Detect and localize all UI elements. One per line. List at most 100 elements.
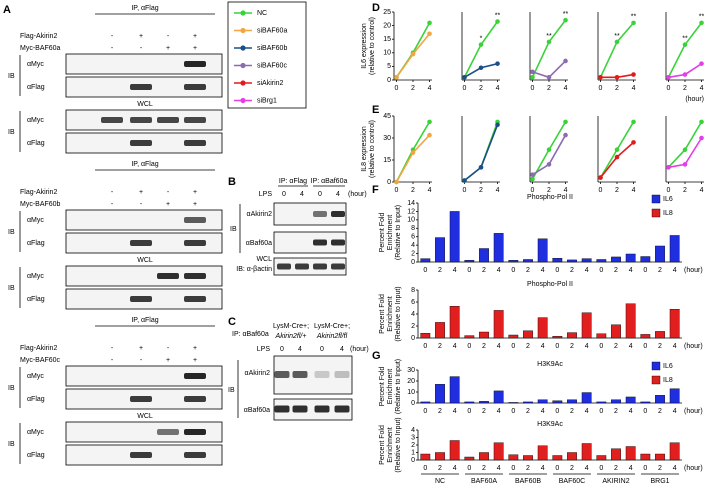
legend-marker [240, 27, 246, 34]
bar [552, 258, 563, 263]
data-point [546, 74, 552, 80]
bar [611, 256, 621, 263]
bar [523, 259, 533, 263]
data-point [699, 20, 704, 26]
legend-marker [240, 45, 246, 51]
x-tick-label: 4 [673, 408, 677, 415]
x-tick-label: 0 [599, 408, 603, 415]
x-tick-label: 2 [615, 187, 619, 194]
bar [567, 332, 577, 339]
x-tick-label: 4 [585, 267, 589, 274]
blot-frame [273, 231, 347, 254]
blot-band [157, 117, 179, 123]
x-tick-label: 2 [482, 465, 486, 472]
x-axis-label: (hour) [684, 343, 703, 350]
x-tick-label: 0 [643, 465, 647, 472]
ib-label: IB [8, 129, 15, 136]
data-point [546, 147, 552, 153]
series-line: NC [667, 22, 703, 78]
ip-label: IP: αBaf60a [311, 178, 348, 185]
data-point [563, 132, 568, 138]
x-tick-label: 4 [564, 85, 568, 92]
x-tick-label: 4 [700, 187, 704, 194]
bar [581, 443, 592, 461]
x-tick-label: 4 [497, 343, 501, 350]
x-tick-label: 0 [599, 85, 603, 92]
y-tick-label: 10 [407, 389, 415, 396]
treatment-label: Myc-BAF60b [20, 201, 61, 208]
y-tick-label: 0 [411, 400, 415, 407]
sign: - [111, 33, 114, 40]
legend-frame [227, 1, 307, 109]
x-tick-label: 4 [673, 343, 677, 350]
bar [420, 453, 431, 461]
ip-label: IP, αFlag [131, 5, 158, 12]
y-axis-label: Enrichment [387, 296, 394, 331]
x-axis-label: (hour) [685, 96, 704, 103]
sign: - [111, 345, 114, 352]
x-tick-label: 0 [643, 267, 647, 274]
sign: + [193, 201, 197, 208]
x-tick-label: 0 [511, 343, 515, 350]
bar [596, 455, 607, 461]
y-tick-label: 10 [383, 50, 391, 57]
data-point [699, 135, 704, 141]
x-tick-label: 0 [599, 187, 603, 194]
blot-band [292, 371, 308, 378]
sign: + [166, 45, 170, 52]
bar [669, 442, 680, 461]
x-tick-label: 4 [428, 85, 432, 92]
legend-label: NC [257, 10, 267, 17]
x-tick-label: 2 [658, 465, 662, 472]
significance: ** [699, 14, 705, 21]
lane-label: 4 [340, 346, 344, 353]
x-tick-label: 2 [526, 408, 530, 415]
legend-label: siBrg1 [257, 97, 277, 104]
y-tick-label: 20 [407, 378, 415, 385]
y-tick-label: 4 [411, 427, 415, 434]
panel-label: C [228, 316, 236, 328]
x-tick-label: 4 [541, 408, 545, 415]
data-point [427, 132, 432, 138]
x-tick-label: 4 [629, 408, 633, 415]
y-tick-label: 2 [411, 323, 415, 330]
blot-band [184, 240, 206, 246]
y-tick-label: 0 [387, 77, 391, 84]
blot-band [130, 396, 152, 402]
y-tick-label: 8 [411, 225, 415, 232]
blot-frame [65, 53, 223, 75]
data-point [546, 162, 552, 167]
series-line: NC [463, 121, 499, 182]
data-point [462, 178, 467, 183]
data-point [563, 17, 568, 23]
group-label: BRG1 [650, 478, 669, 485]
y-tick-label: 2 [411, 442, 415, 449]
data-point [631, 20, 636, 26]
blot-band [313, 211, 327, 217]
x-tick-label: 0 [423, 267, 427, 274]
x-tick-label: 0 [463, 85, 467, 92]
y-tick-label: 30 [383, 135, 391, 142]
antibody-label: αBaf60a [246, 240, 272, 247]
y-tick-label: 6 [411, 299, 415, 306]
blot-band [334, 371, 350, 378]
sign: + [139, 345, 143, 352]
y-axis-label: (relative to control) [369, 17, 376, 75]
blot-frame [273, 398, 353, 421]
bar [523, 455, 533, 461]
bar [493, 390, 504, 404]
x-tick-label: 4 [632, 187, 636, 194]
x-tick-label: 0 [511, 408, 515, 415]
bar [464, 401, 475, 404]
treatment-label: Flag-Akirin2 [20, 345, 57, 352]
legend-swatch [651, 361, 661, 371]
y-tick-label: 0 [411, 457, 415, 464]
antibody-label: αMyc [27, 61, 44, 68]
antibody-label: αAkirin2 [245, 370, 271, 377]
x-tick-label: 0 [395, 187, 399, 194]
y-tick-label: 15 [383, 36, 391, 43]
bar [581, 258, 592, 263]
y-axis-label: Percent Fold [379, 213, 386, 253]
blot-band [331, 239, 345, 246]
x-tick-label: 4 [585, 465, 589, 472]
